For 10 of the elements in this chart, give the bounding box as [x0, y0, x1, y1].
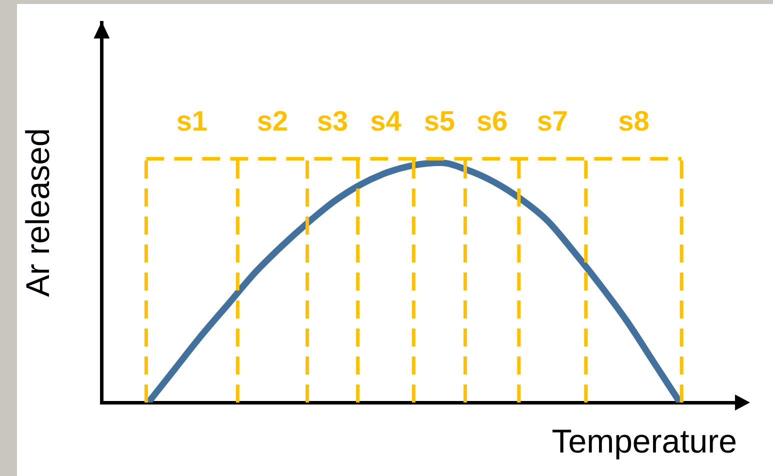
text: s6	[476, 105, 508, 136]
y-axis-title: Ar released	[18, 128, 56, 297]
text: s2	[256, 105, 288, 136]
text: s3	[316, 105, 348, 136]
text: s4	[370, 105, 402, 136]
text: s8	[618, 105, 650, 136]
text: s7	[536, 105, 568, 136]
x-axis-title: Temperature	[552, 422, 737, 460]
text: s5	[424, 105, 455, 136]
text: s1	[176, 105, 208, 136]
